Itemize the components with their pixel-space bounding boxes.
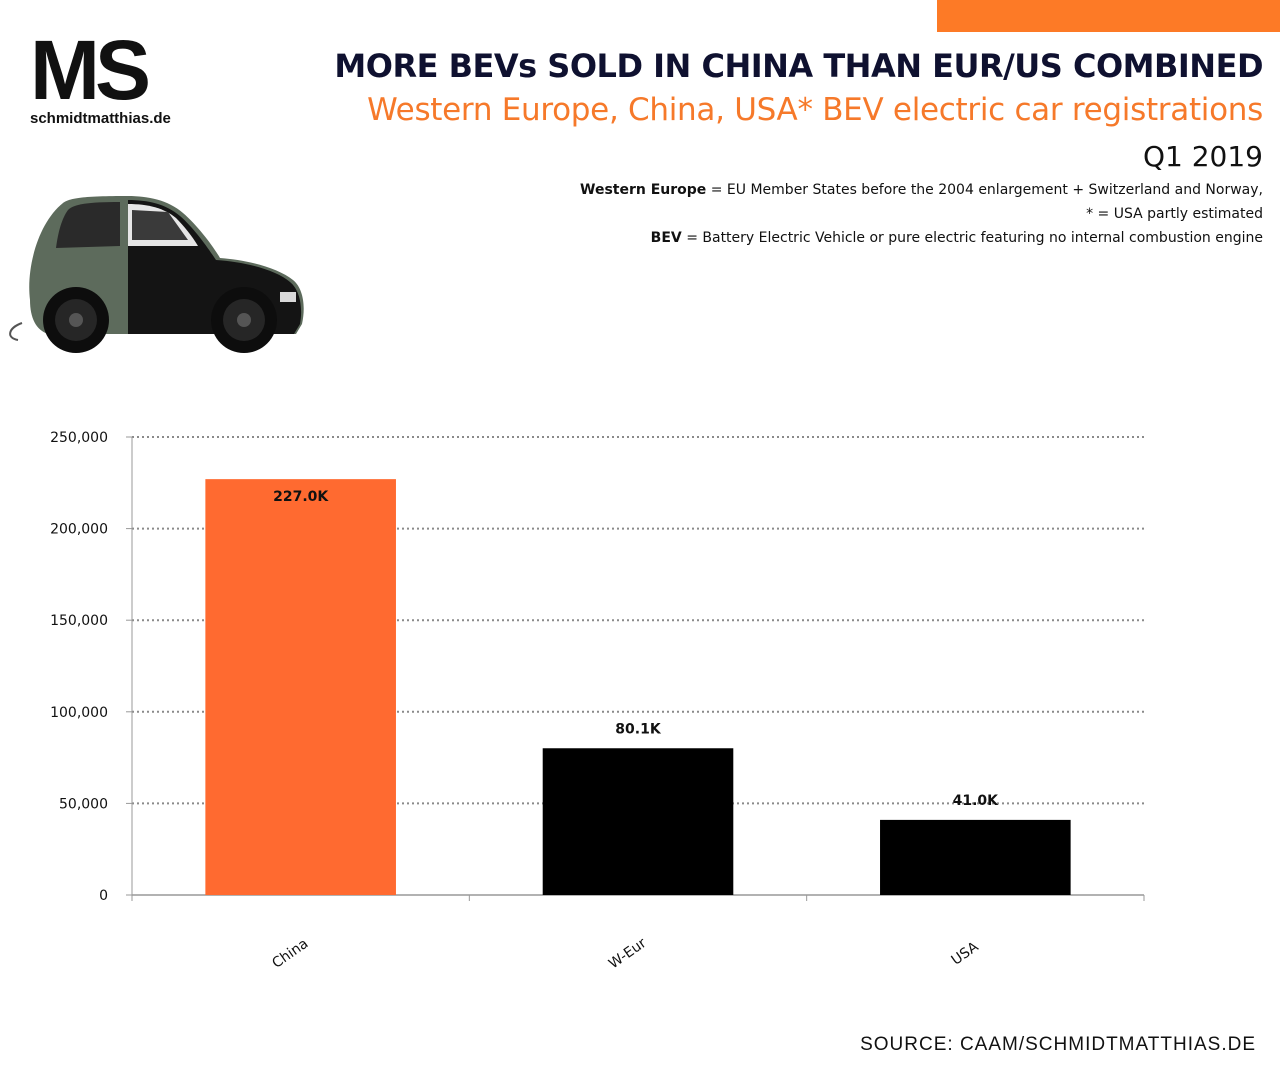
- logo-mark: MS: [30, 23, 151, 117]
- bar-chart: 0 50,000 100,000 150,000 200,000 250,000 227.0…: [50, 430, 1145, 972]
- source-note: SOURCE: CAAM/SCHMIDTMATTHIAS.DE: [860, 1034, 1256, 1055]
- y-tick-label: 200,000: [50, 522, 108, 538]
- data-label: 41.0K: [953, 793, 1000, 809]
- y-tick-label: 0: [99, 888, 108, 904]
- notes: Western Europe = EU Member States before…: [313, 178, 1263, 250]
- data-label: 80.1K: [615, 721, 662, 737]
- labels-layer: 0 50,000 100,000 150,000 200,000 250,000 227.0…: [50, 430, 999, 972]
- logo-site: schmidtmatthias.de: [30, 110, 171, 127]
- chart-period: Q1 2019: [1142, 140, 1263, 173]
- note-bev: BEV = Battery Electric Vehicle or pure e…: [313, 226, 1263, 250]
- note-western-europe: Western Europe = EU Member States before…: [313, 178, 1263, 202]
- note-bev-term: BEV: [650, 230, 682, 246]
- data-label: 227.0K: [273, 489, 329, 505]
- chart-subtitle: Western Europe, China, USA* BEV electric…: [367, 92, 1263, 128]
- bar-w-eur: [542, 748, 734, 895]
- note-bev-text: = Battery Electric Vehicle or pure elect…: [681, 230, 1263, 246]
- y-tick-label: 250,000: [50, 430, 108, 446]
- chart-title: MORE BEVs SOLD IN CHINA THAN EUR/US COMB…: [334, 47, 1263, 85]
- header: MORE BEVs SOLD IN CHINA THAN EUR/US COMB…: [313, 46, 1263, 250]
- y-tick-label: 50,000: [59, 796, 108, 812]
- category-label: USA: [949, 939, 982, 969]
- y-tick-label: 100,000: [50, 705, 108, 721]
- bar-china: [205, 479, 396, 895]
- logo: MS schmidtmatthias.de: [30, 28, 200, 127]
- accent-bar: [937, 0, 1280, 32]
- category-label: W-Eur: [606, 935, 650, 972]
- y-tick-label: 150,000: [50, 613, 108, 629]
- note-usa-estimated: * = USA partly estimated: [1086, 206, 1263, 222]
- bars-layer: [205, 479, 1071, 895]
- bar-usa: [880, 819, 1071, 895]
- note-western-europe-term: Western Europe: [580, 182, 707, 198]
- note-western-europe-text: = EU Member States before the 2004 enlar…: [706, 182, 1263, 198]
- category-label: China: [269, 936, 311, 972]
- electric-car-image: [9, 196, 304, 353]
